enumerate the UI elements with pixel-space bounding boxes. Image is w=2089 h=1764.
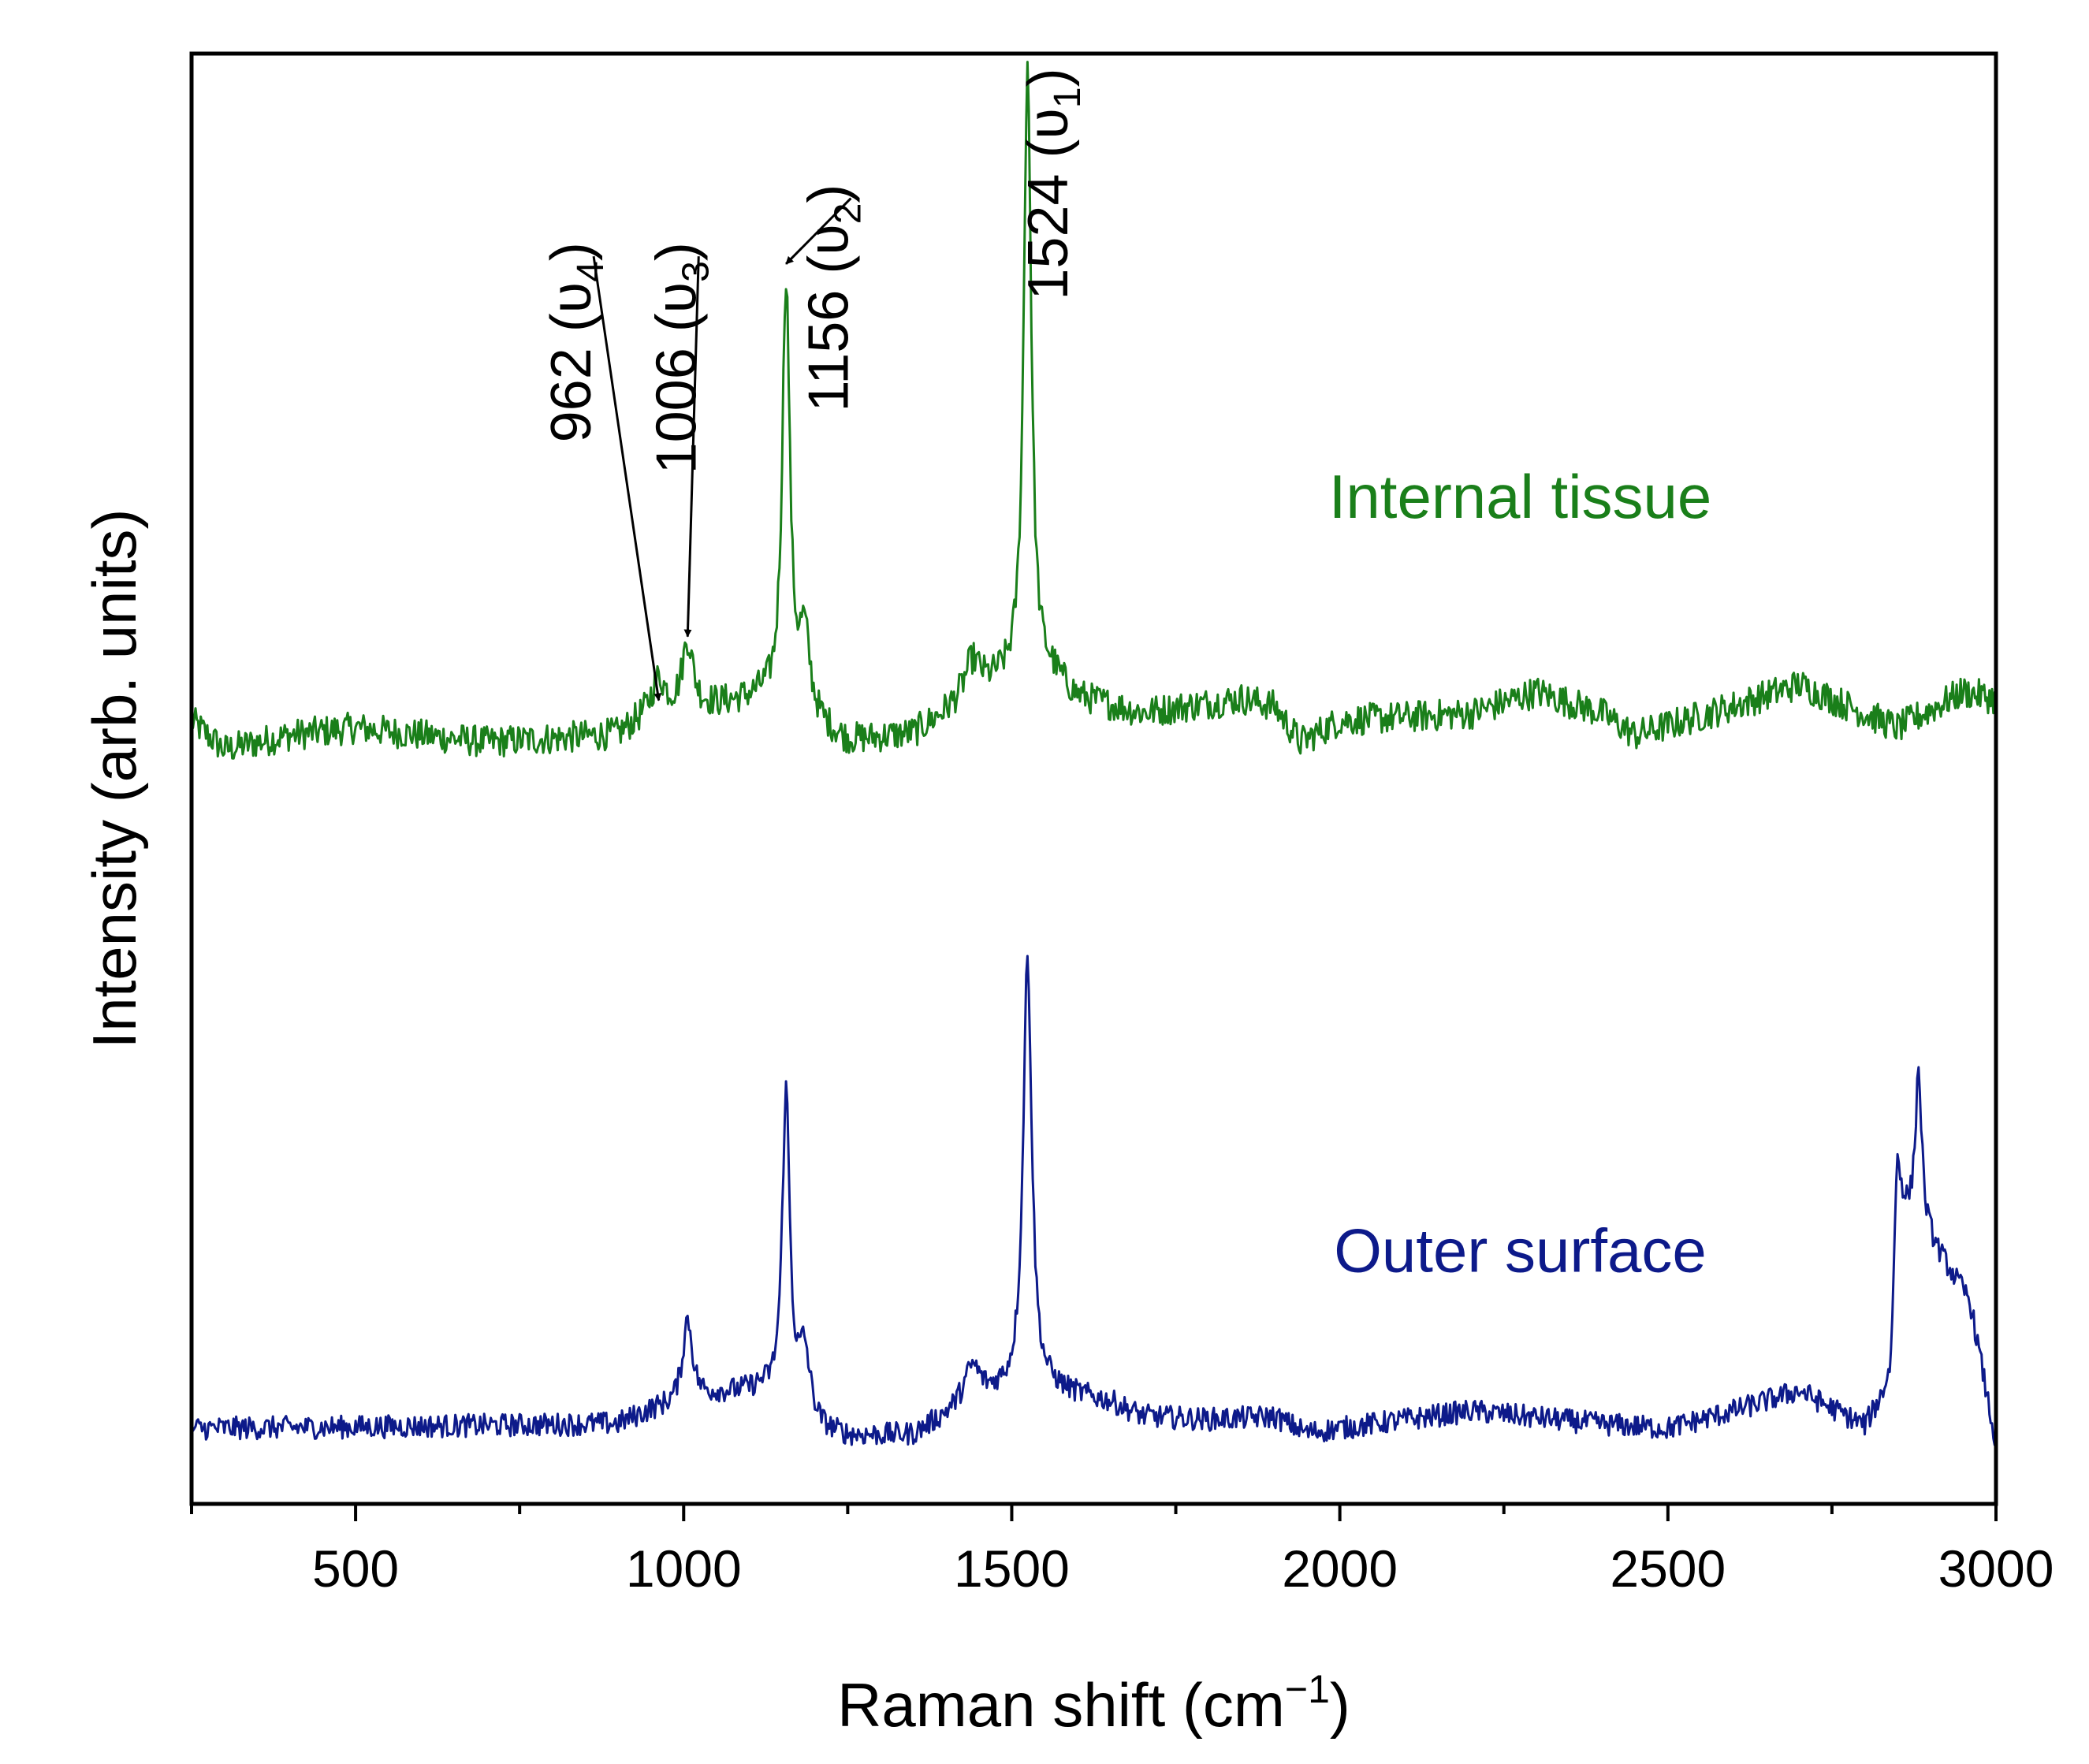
peak-label-number: 1006 (υ: [645, 282, 708, 474]
peak-arrow: [592, 255, 662, 702]
peak-label-number: 962 (υ: [540, 282, 603, 442]
x-tick-label: 500: [312, 1539, 399, 1598]
peak-label-number: 1156 (υ: [797, 224, 860, 411]
peak-label: 1156 (υ2): [797, 184, 869, 412]
peak-label: 1006 (υ3): [645, 242, 717, 474]
series-label-internal-tissue: Internal tissue: [1329, 462, 1712, 531]
x-axis-title: Raman shift (cm−1): [837, 1667, 1350, 1740]
plot-frame: [189, 51, 1998, 1506]
x-tick-label: 3000: [1938, 1539, 2054, 1598]
peak-annotation: 1524 (υ1): [1017, 68, 1089, 300]
peak-label-close: ): [1017, 68, 1080, 87]
x-axis-title-close: ): [1330, 1670, 1350, 1740]
series-line-internal-tissue: [190, 61, 1998, 760]
peak-label-subscript: 3: [675, 261, 717, 282]
peak-label-close: ): [540, 242, 603, 261]
peak-label-close: ): [645, 242, 708, 261]
peak-label-number: 1524 (υ: [1017, 108, 1080, 300]
peak-label-close: ): [797, 184, 860, 203]
peak-label: 962 (υ4): [540, 242, 612, 442]
series-line-outer-surface: [190, 955, 1998, 1446]
peak-label-subscript: 4: [570, 261, 612, 282]
x-tick-label: 1500: [954, 1539, 1070, 1598]
y-axis-title: Intensity (arb. units): [80, 509, 149, 1049]
peak-arrow: [683, 256, 700, 638]
peak-label-subscript: 1: [1047, 87, 1089, 108]
peak-label: 1524 (υ1): [1017, 68, 1089, 300]
series-label-outer-surface: Outer surface: [1334, 1216, 1707, 1286]
peak-arrow: [785, 197, 852, 265]
x-axis-title-superscript: −1: [1285, 1667, 1330, 1711]
peak-annotation: 962 (υ4): [540, 242, 612, 442]
x-tick-label: 2000: [1282, 1539, 1398, 1598]
x-axis-title-text: Raman shift (cm: [837, 1670, 1285, 1740]
peak-annotation: 1006 (υ3): [645, 242, 717, 474]
x-tick-label: 2500: [1610, 1539, 1726, 1598]
peak-label-subscript: 2: [827, 203, 869, 225]
peak-annotation: 1156 (υ2): [797, 184, 869, 412]
x-tick-label: 1000: [626, 1539, 742, 1598]
